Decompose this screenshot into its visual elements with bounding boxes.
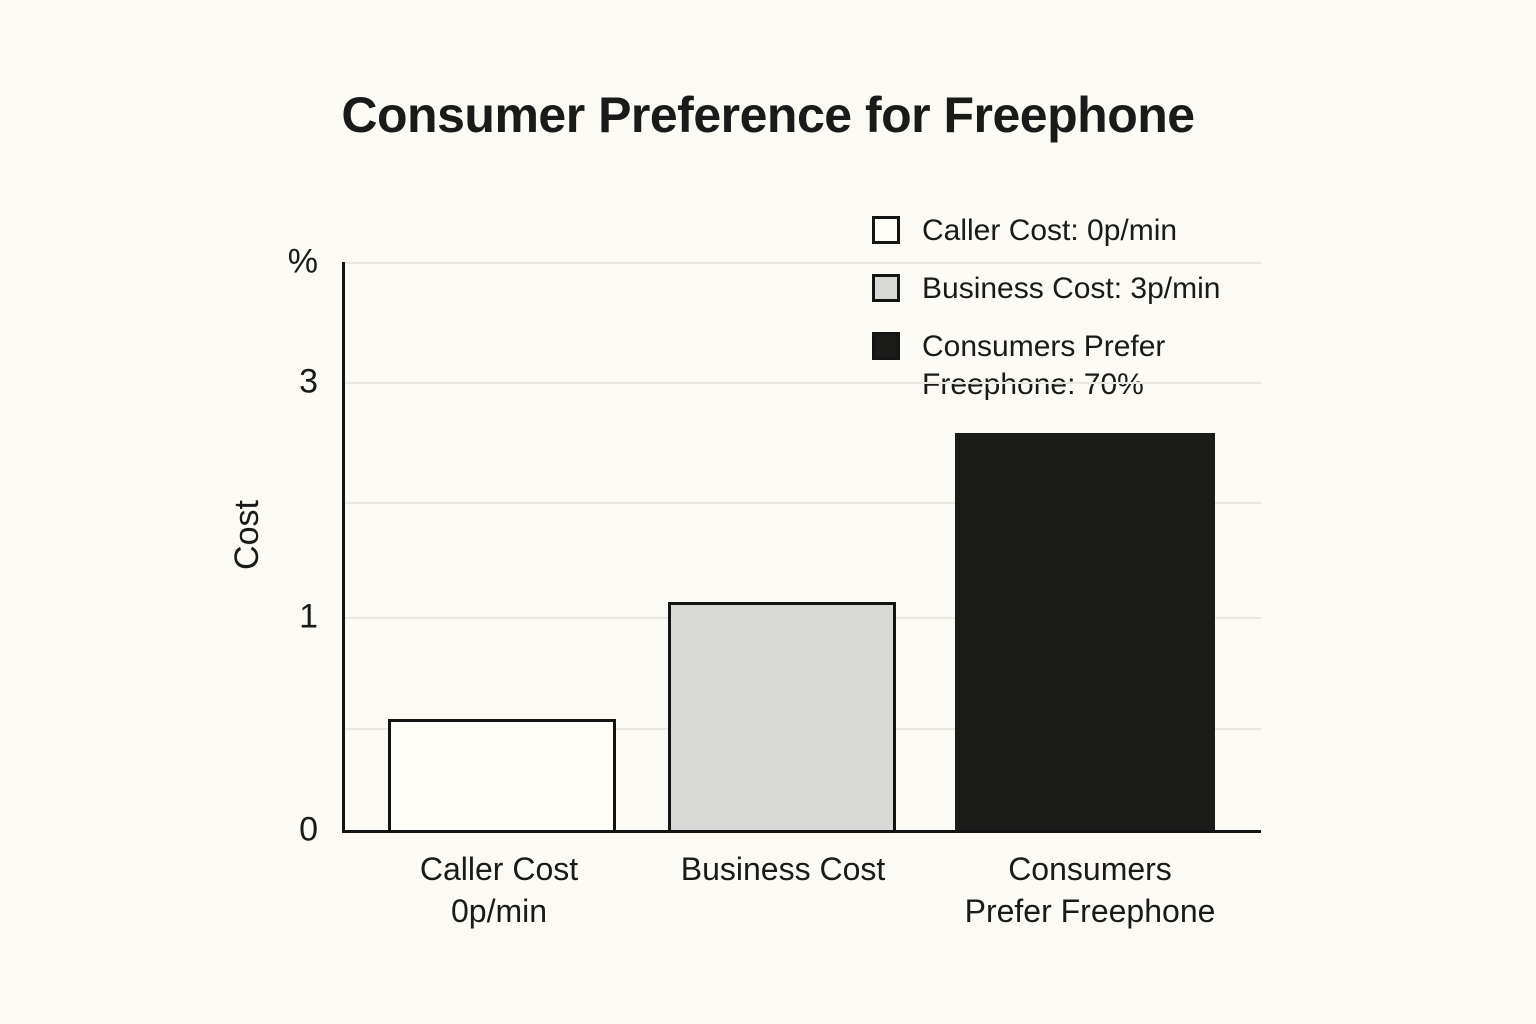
legend-item-business-cost: Business Cost: 3p/min [872,270,1262,308]
legend-swatch-gray [872,274,900,302]
legend-swatch-white [872,216,900,244]
bar-caller-cost [388,718,616,830]
legend-label: Caller Cost: 0p/min [922,214,1178,247]
legend-label: Business Cost: 3p/min [922,272,1221,305]
x-tick-label-caller-cost: Caller Cost 0p/min [420,848,578,932]
x-tick-line: Business Cost [680,851,886,887]
legend-swatch-black [872,332,900,360]
y-tick-label: 0 [299,810,318,849]
bar-business-cost [668,602,896,830]
legend-item-caller-cost: Caller Cost: 0p/min [872,212,1262,250]
gridline [345,262,1261,264]
gridline [345,382,1261,385]
x-tick-line: Caller Cost [419,851,579,887]
x-tick-label-business-cost: Business Cost [681,848,886,890]
x-tick-line: 0p/min [450,893,548,929]
x-tick-label-consumers-prefer: Consumers Prefer Freephone [965,848,1216,932]
gridline [345,501,1261,504]
y-tick-label: 1 [299,597,318,636]
bar-consumers-prefer-freephone [955,432,1215,830]
legend-label: Consumers Prefer Freephone: 70% [922,330,1166,401]
y-tick-label: % [287,242,318,281]
legend-item-consumers-prefer: Consumers Prefer Freephone: 70% [872,328,1262,404]
x-tick-line: Prefer Freephone [964,893,1216,929]
plot-area [342,262,1261,833]
x-tick-line: Consumers [1008,851,1172,887]
y-axis-ticks: % 3 1 0 [0,243,318,849]
y-tick-label: 3 [299,362,318,401]
chart-title: Consumer Preference for Freephone [341,87,1195,143]
legend: Caller Cost: 0p/min Business Cost: 3p/mi… [872,212,1262,424]
